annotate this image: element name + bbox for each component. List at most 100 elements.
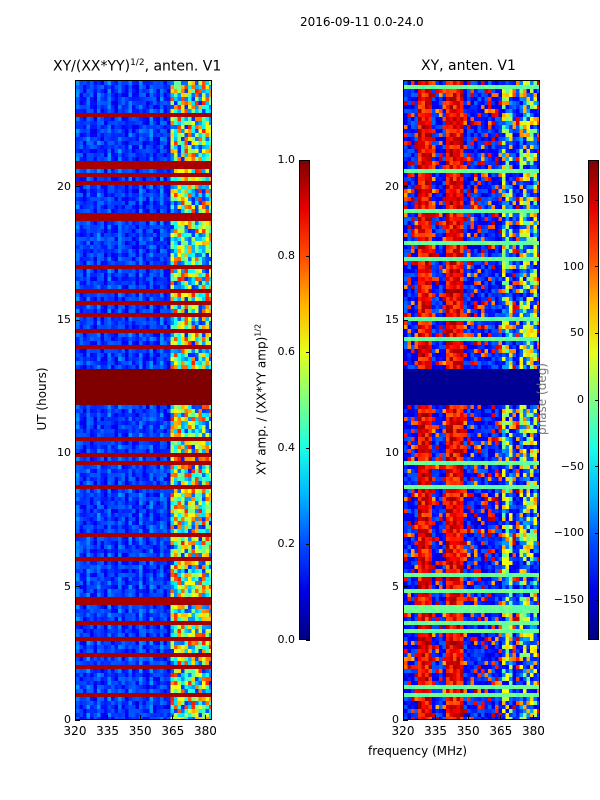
heatmap-cell xyxy=(107,129,112,134)
heatmap-cell xyxy=(125,577,129,582)
heatmap-cell xyxy=(118,441,122,446)
heatmap-cell xyxy=(107,421,112,426)
heatmap-cell xyxy=(188,129,192,134)
heatmap-cell xyxy=(121,161,126,166)
heatmap-cell xyxy=(153,341,157,346)
heatmap-cell xyxy=(114,545,119,550)
heatmap-cell xyxy=(163,425,168,430)
heatmap-cell xyxy=(149,109,154,114)
heatmap-cell xyxy=(188,81,192,86)
heatmap-cell xyxy=(205,461,210,466)
heatmap-cell xyxy=(163,173,168,178)
heatmap-cell xyxy=(174,333,178,338)
heatmap-cell xyxy=(104,225,108,230)
heatmap-cell xyxy=(146,293,150,298)
heatmap-cell xyxy=(128,245,133,250)
heatmap-cell xyxy=(93,145,98,150)
heatmap-cell xyxy=(135,117,140,122)
heatmap-cell xyxy=(118,121,122,126)
heatmap-cell xyxy=(191,453,196,458)
heatmap-cell xyxy=(86,485,91,490)
heatmap-cell xyxy=(107,241,112,246)
heatmap-cell xyxy=(107,405,112,410)
heatmap-cell xyxy=(79,257,84,262)
heatmap-cell xyxy=(128,113,133,118)
heatmap-cell xyxy=(146,549,150,554)
heatmap-cell xyxy=(163,545,168,550)
heatmap-cell xyxy=(93,389,98,394)
heatmap-cell xyxy=(83,169,87,174)
heatmap-cell xyxy=(97,509,101,514)
heatmap-cell xyxy=(111,157,115,162)
heatmap-cell xyxy=(97,245,101,250)
heatmap-cell xyxy=(93,357,98,362)
heatmap-cell xyxy=(125,153,129,158)
heatmap-cell xyxy=(135,429,140,434)
heatmap-cell xyxy=(153,549,157,554)
heatmap-cell xyxy=(132,365,136,370)
heatmap-cell xyxy=(188,501,192,506)
heatmap-cell xyxy=(153,489,157,494)
heatmap-cell xyxy=(83,201,87,206)
heatmap-cell xyxy=(198,457,203,462)
heatmap-cell xyxy=(135,377,140,382)
heatmap-cell xyxy=(177,437,182,442)
heatmap-cell xyxy=(163,229,168,234)
heatmap-cell xyxy=(174,169,178,174)
heatmap-cell xyxy=(128,361,133,366)
heatmap-cell xyxy=(209,85,211,90)
heatmap-cell xyxy=(128,281,133,286)
heatmap-cell xyxy=(121,277,126,282)
heatmap-cell xyxy=(132,441,136,446)
heatmap-cell xyxy=(177,377,182,382)
heatmap-cell xyxy=(97,577,101,582)
heatmap-cell xyxy=(167,401,171,406)
heatmap-cell xyxy=(209,437,211,442)
heatmap-cell xyxy=(177,245,182,250)
heatmap-cell xyxy=(174,493,178,498)
heatmap-cell xyxy=(191,537,196,542)
heatmap-cell xyxy=(181,537,185,542)
heatmap-cell xyxy=(181,85,185,90)
heatmap-cell xyxy=(191,181,196,186)
heatmap-cell xyxy=(205,353,210,358)
heatmap-cell xyxy=(205,365,210,370)
heatmap-cell xyxy=(97,137,101,142)
heatmap-cell xyxy=(205,405,210,410)
heatmap-cell xyxy=(198,561,203,566)
heatmap-cell xyxy=(104,305,108,310)
heatmap-cell xyxy=(167,549,171,554)
heatmap-cell xyxy=(184,109,189,114)
heatmap-cell xyxy=(177,373,182,378)
heatmap-cell xyxy=(128,237,133,242)
heatmap-cell xyxy=(202,277,206,282)
heatmap-cell xyxy=(163,289,168,294)
heatmap-cell xyxy=(205,565,210,570)
heatmap-cell xyxy=(100,309,105,314)
heatmap-cell xyxy=(79,153,84,158)
heatmap-cell xyxy=(153,281,157,286)
heatmap-cell xyxy=(177,369,182,374)
heatmap-cell xyxy=(160,541,164,546)
heatmap-cell xyxy=(93,313,98,318)
heatmap-cell xyxy=(104,277,108,282)
heatmap-cell xyxy=(90,273,94,278)
heatmap-cell xyxy=(93,465,98,470)
heatmap-cell xyxy=(198,165,203,170)
heatmap-cell xyxy=(142,321,147,326)
heatmap-cell xyxy=(97,489,101,494)
heatmap-cell xyxy=(188,305,192,310)
heatmap-cell xyxy=(202,489,206,494)
heatmap-cell xyxy=(209,161,211,166)
heatmap-cell xyxy=(135,489,140,494)
heatmap-cell xyxy=(100,573,105,578)
heatmap-cell xyxy=(97,549,101,554)
heatmap-cell xyxy=(93,493,98,498)
heatmap-cell xyxy=(167,269,171,274)
heatmap-cell xyxy=(202,493,206,498)
heatmap-cell xyxy=(191,385,196,390)
heatmap-cell xyxy=(163,185,168,190)
heatmap-cell xyxy=(139,317,143,322)
heatmap-cell xyxy=(202,325,206,330)
heatmap-cell xyxy=(114,353,119,358)
